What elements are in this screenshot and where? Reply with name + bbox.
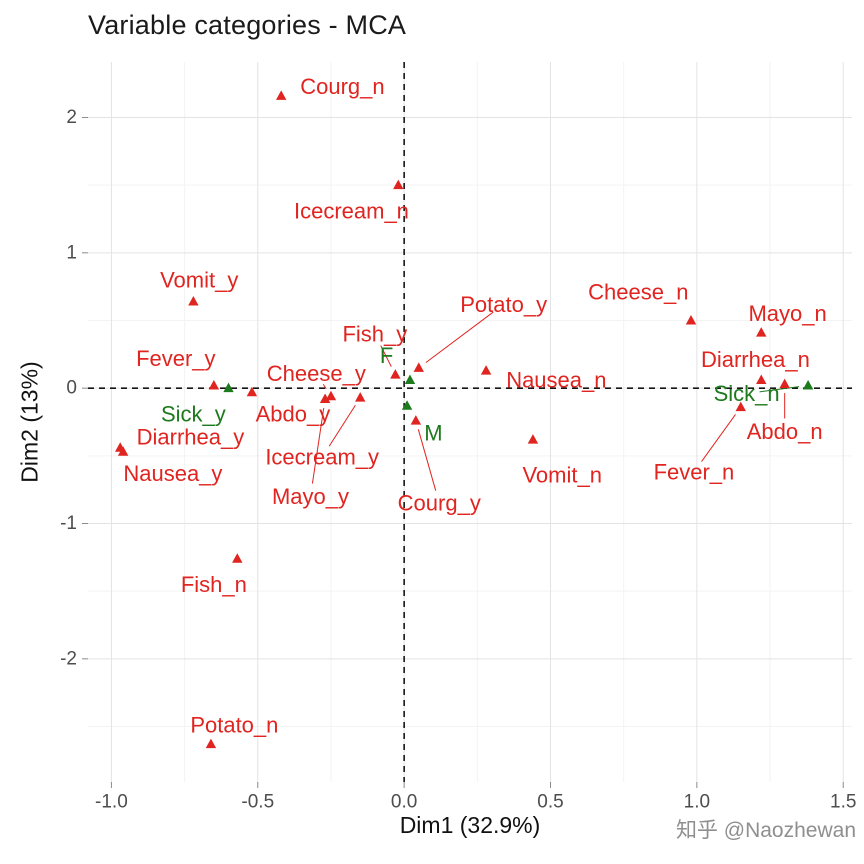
data-point-marker (208, 379, 220, 390)
point-label: Fever_y (136, 346, 215, 371)
point-label: Potato_y (460, 292, 547, 317)
data-point-marker (756, 327, 767, 337)
point-label: Icecream_n (294, 198, 409, 223)
y-tick-label: 2 (66, 107, 77, 128)
data-point-marker (401, 400, 413, 410)
point-label: Fever_n (654, 460, 735, 485)
chart-title: Variable categories - MCA (88, 10, 407, 40)
label-leader-line (759, 386, 800, 393)
y-tick-label: -1 (60, 513, 77, 534)
point-label: Nausea_n (506, 368, 606, 393)
point-label: F (380, 343, 393, 368)
point-label: Abdo_y (256, 401, 331, 426)
label-leader-line (701, 414, 736, 462)
point-label: Diarrhea_y (137, 424, 245, 449)
point-label: Courg_y (398, 491, 481, 516)
data-point-marker (779, 378, 790, 389)
y-axis-title: Dim2 (13%) (16, 361, 43, 483)
data-point-marker (480, 365, 492, 375)
point-label: Abdo_n (747, 419, 823, 444)
point-label: Courg_n (300, 74, 384, 99)
data-point-marker (319, 393, 331, 403)
watermark: 知乎 @Naozhewan (675, 819, 856, 842)
y-tick-label: -2 (60, 648, 77, 669)
label-leader-line (417, 429, 437, 491)
label-leader-line (380, 345, 392, 367)
y-tick-label: 0 (66, 378, 77, 399)
data-point-marker (246, 386, 258, 397)
point-label: Sick_y (161, 401, 226, 426)
data-point-marker (410, 415, 422, 425)
data-point-marker (390, 369, 401, 379)
point-label: Cheese_n (588, 280, 688, 305)
data-point-marker (232, 553, 243, 563)
point-label: Icecream_y (265, 445, 379, 470)
label-leader-line (322, 383, 327, 389)
data-point-marker (756, 374, 767, 385)
x-tick-label: 1.0 (684, 792, 710, 813)
x-tick-label: -0.5 (241, 792, 274, 813)
point-label: Diarrhea_n (701, 347, 810, 372)
x-axis-title: Dim1 (32.9%) (399, 812, 541, 838)
data-point-marker (325, 390, 337, 401)
x-tick-label: 0.0 (391, 792, 417, 813)
data-point-marker (802, 379, 814, 390)
x-tick-label: 1.5 (830, 792, 856, 813)
x-tick-label: -1.0 (95, 792, 128, 813)
label-leader-line (311, 407, 325, 484)
point-label: Vomit_n (522, 462, 602, 487)
data-point-marker (393, 179, 404, 190)
point-label: Vomit_y (160, 267, 238, 292)
label-leader-line (425, 311, 494, 363)
point-label: Mayo_y (272, 484, 349, 509)
data-point-marker (188, 296, 199, 306)
data-point-marker (355, 392, 366, 402)
data-point-marker (223, 382, 234, 393)
data-point-marker (404, 374, 416, 385)
point-label: Cheese_y (267, 361, 366, 386)
y-tick-label: 1 (66, 242, 77, 263)
data-point-marker (735, 401, 746, 412)
point-label: M (424, 420, 442, 445)
label-leader-line (328, 404, 356, 447)
point-label: Fish_n (181, 572, 247, 597)
data-point-marker (685, 314, 697, 325)
point-label: Potato_n (190, 713, 278, 738)
point-label: Fish_y (342, 322, 407, 347)
data-point-marker (413, 362, 424, 372)
data-point-marker (205, 738, 217, 749)
data-point-marker (275, 90, 287, 100)
x-tick-label: 0.5 (537, 792, 563, 813)
point-label: Nausea_y (123, 461, 222, 486)
point-label: Mayo_n (748, 301, 826, 326)
point-label: Sick_n (714, 381, 780, 406)
data-point-marker (117, 446, 129, 456)
data-point-marker (527, 434, 539, 444)
